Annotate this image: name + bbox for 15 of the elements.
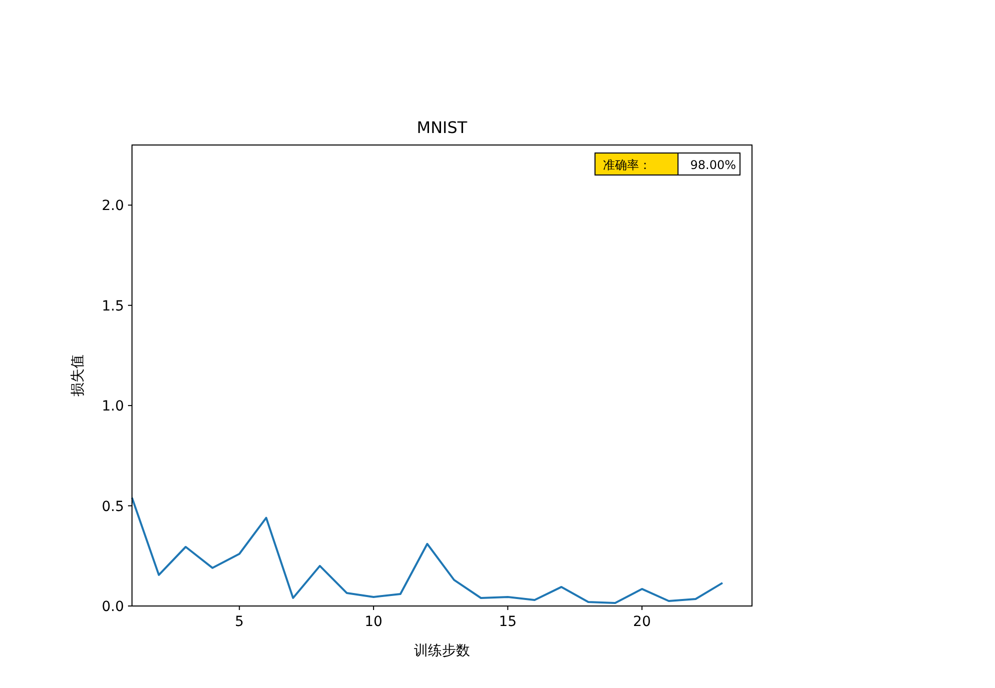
y-tick-label: 0.0 [102, 599, 124, 615]
x-tick-label: 15 [498, 614, 517, 630]
annotation: 98.00% [690, 158, 736, 172]
chart-title: MNIST [416, 118, 468, 137]
x-tick-label: 10 [364, 614, 382, 630]
x-tick-label: 20 [633, 614, 651, 630]
x-tick-label: 5 [234, 614, 244, 630]
y-tick-label: 1.0 [102, 398, 124, 415]
x-axis-title: 训练步数 [414, 643, 470, 659]
y-tick-label: 1.5 [102, 298, 124, 314]
y-axis-title: 损失值 [70, 354, 86, 396]
line-series [131, 496, 724, 604]
y-tick-label: 2.0 [102, 198, 124, 214]
y-tick-label: 0.5 [102, 498, 124, 515]
annotation: 准确率： [603, 158, 651, 172]
